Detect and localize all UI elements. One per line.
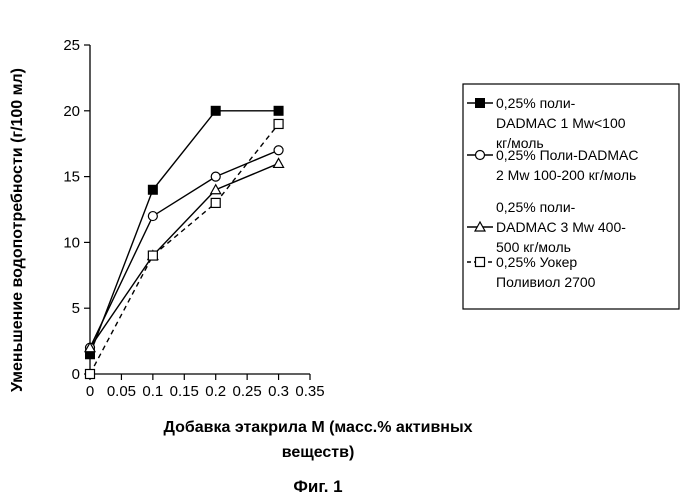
x-tick-label: 0.15 (170, 383, 199, 400)
series-1-point (148, 185, 157, 194)
legend-series-2-label: 2 Mw 100-200 кг/моль (496, 167, 636, 183)
axes (90, 45, 310, 374)
series-2-point (148, 212, 157, 221)
legend-series-4-label: Поливиол 2700 (496, 274, 596, 290)
series-2-point (211, 172, 220, 181)
series-3-line (90, 163, 279, 347)
x-tick-label: 0.25 (233, 383, 262, 400)
series-1-point (274, 106, 283, 115)
x-tick-label: 0.35 (295, 383, 324, 400)
y-tick-label: 20 (63, 103, 80, 120)
x-axis-label-line-2: веществ) (282, 444, 355, 461)
series-2-line (90, 150, 279, 347)
series-4-point (86, 370, 95, 379)
series-1-line (90, 111, 279, 354)
y-tick-label: 25 (63, 37, 80, 54)
y-axis-label: Уменьшение водопотребности (г/100 мл) (9, 68, 26, 392)
legend-series-4-label: 0,25% Уокер (496, 254, 577, 270)
x-axis-label-line-1: Добавка этакрила M (масс.% активных (164, 419, 473, 436)
x-tick-label: 0.3 (268, 383, 289, 400)
legend-series-1-label: 0,25% поли- (496, 95, 576, 111)
figure-caption: Фиг. 1 (293, 477, 342, 496)
x-tick-label: 0.2 (205, 383, 226, 400)
x-tick-label: 0.05 (107, 383, 136, 400)
series-4-point (211, 198, 220, 207)
x-tick-label: 0 (86, 383, 94, 400)
legend: 0,25% поли-DADMAC 1 Mw<100кг/моль0,25% П… (463, 84, 679, 309)
y-axis-ticks: 0 5 10 15 20 25 (63, 37, 90, 383)
legend-series-4-marker (476, 258, 485, 267)
x-axis-ticks: 0 0.05 0.1 0.15 0.2 0.25 0.3 0.35 (86, 374, 325, 400)
legend-series-1-label: DADMAC 1 Mw<100 (496, 115, 626, 131)
y-tick-label: 0 (72, 366, 80, 383)
series-3-point (274, 158, 284, 167)
y-tick-label: 15 (63, 169, 80, 186)
legend-series-1-marker (476, 99, 485, 108)
y-tick-label: 5 (72, 300, 80, 317)
series-4-point (274, 119, 283, 128)
series-markers (85, 106, 284, 378)
legend-series-2-marker (476, 151, 485, 160)
y-tick-label: 10 (63, 234, 80, 251)
legend-series-3-label: 500 кг/моль (496, 239, 571, 255)
series-4-point (148, 251, 157, 260)
x-tick-label: 0.1 (142, 383, 163, 400)
series-3-point (211, 185, 221, 194)
legend-series-3-label: 0,25% поли- (496, 199, 576, 215)
legend-series-2-label: 0,25% Поли-DADMAC (496, 147, 638, 163)
series-1-point (211, 106, 220, 115)
series-lines (90, 111, 279, 374)
legend-series-3-label: DADMAC 3 Mw 400- (496, 219, 626, 235)
series-2-point (274, 146, 283, 155)
